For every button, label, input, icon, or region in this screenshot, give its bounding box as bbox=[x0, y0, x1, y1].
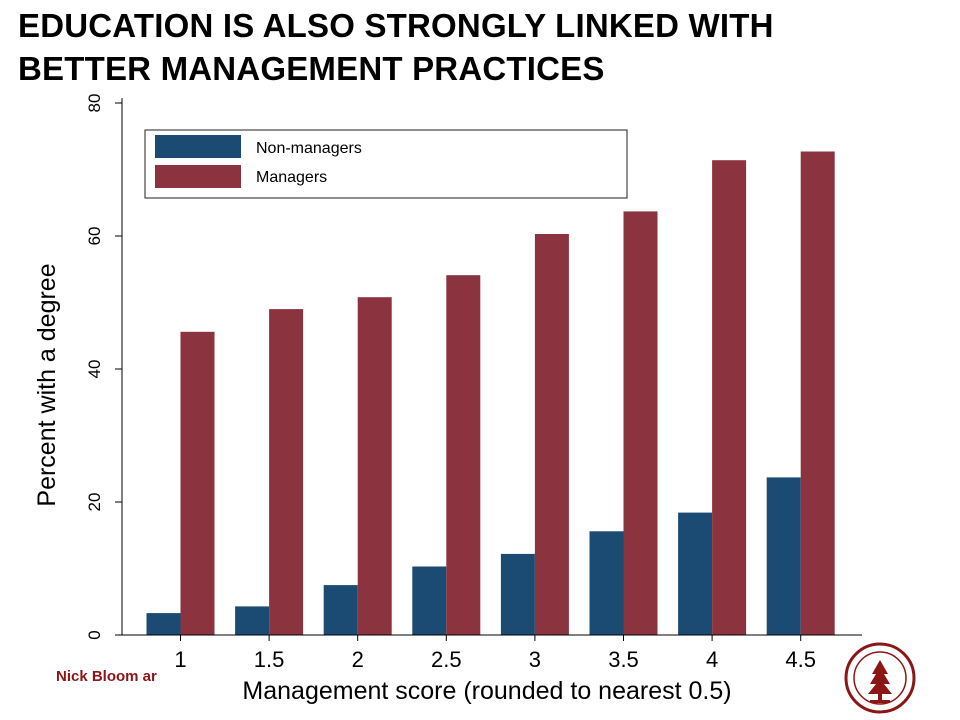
x-tick-label-1: 1 bbox=[174, 647, 186, 672]
bar-managers-1 bbox=[180, 331, 215, 635]
y-tick-label-80: 80 bbox=[85, 94, 104, 113]
bar-managers-1.5 bbox=[269, 309, 304, 635]
x-tick-label-3.5: 3.5 bbox=[608, 647, 639, 672]
y-tick-label-40: 40 bbox=[85, 360, 104, 379]
slide-title-line-2: BETTER MANAGEMENT PRACTICES bbox=[18, 50, 605, 87]
bar-non-managers-3 bbox=[500, 553, 535, 635]
legend: Non-managers Managers bbox=[144, 129, 628, 199]
bar-managers-2 bbox=[357, 297, 392, 635]
x-tick-label-4: 4 bbox=[706, 647, 718, 672]
x-tick-label-2.5: 2.5 bbox=[431, 647, 462, 672]
bar-non-managers-2 bbox=[323, 585, 358, 635]
y-tick-label-0: 0 bbox=[85, 630, 104, 639]
bar-non-managers-1 bbox=[146, 613, 181, 635]
bar-non-managers-4.5 bbox=[766, 477, 801, 635]
bar-managers-3.5 bbox=[623, 211, 658, 635]
bar-managers-4 bbox=[712, 160, 747, 635]
bar-managers-3 bbox=[534, 234, 569, 635]
y-tick-label-60: 60 bbox=[85, 227, 104, 246]
footer-author: Nick Bloom ar bbox=[56, 668, 157, 685]
bar-managers-4.5 bbox=[800, 151, 835, 635]
x-axis-label: Management score (rounded to nearest 0.5… bbox=[242, 677, 731, 705]
bar-managers-2.5 bbox=[446, 275, 481, 635]
legend-label-non-managers: Non-managers bbox=[256, 140, 362, 157]
bar-non-managers-1.5 bbox=[235, 606, 270, 635]
x-tick-label-3: 3 bbox=[529, 647, 541, 672]
bars-group bbox=[146, 151, 835, 635]
x-tick-label-2: 2 bbox=[352, 647, 364, 672]
university-seal-logo bbox=[844, 642, 916, 714]
x-tick-label-4.5: 4.5 bbox=[785, 647, 816, 672]
legend-swatch-non-managers bbox=[155, 135, 241, 158]
legend-label-managers: Managers bbox=[256, 169, 327, 186]
x-tick-label-1.5: 1.5 bbox=[254, 647, 285, 672]
slide-title: EDUCATION IS ALSO STRONGLY LINKED WITH B… bbox=[18, 4, 938, 90]
axes-group bbox=[121, 98, 862, 636]
legend-swatch-managers bbox=[155, 165, 241, 188]
bar-non-managers-2.5 bbox=[412, 566, 447, 635]
slide-title-line-1: EDUCATION IS ALSO STRONGLY LINKED WITH bbox=[18, 7, 774, 44]
bar-non-managers-3.5 bbox=[589, 531, 624, 635]
y-ticks-group: 0 20 40 60 80 bbox=[85, 94, 122, 640]
y-axis-label: Percent with a degree bbox=[33, 263, 61, 506]
y-tick-label-20: 20 bbox=[85, 493, 104, 512]
bar-non-managers-4 bbox=[678, 512, 713, 635]
x-ticks-group: 1 1.5 2 2.5 3 3.5 4 4.5 bbox=[174, 635, 816, 672]
